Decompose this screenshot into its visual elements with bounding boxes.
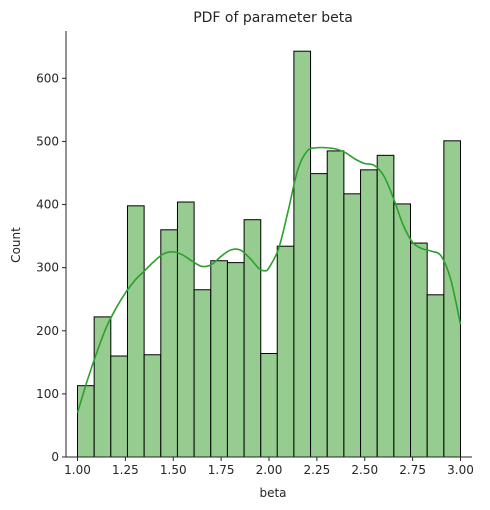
histogram-bar-16 — [343, 193, 362, 458]
y-tick-label-0: 0 — [51, 450, 59, 464]
histogram-bar-3 — [126, 205, 145, 458]
histogram-bar-14 — [310, 173, 328, 458]
histogram-bar-4 — [143, 354, 162, 458]
histogram-bar-7 — [193, 289, 212, 458]
x-tick-label-7: 2.75 — [399, 463, 426, 477]
y-axis-label: Count — [9, 227, 23, 263]
kde-line — [76, 146, 462, 414]
x-tick-label-1: 1.25 — [112, 463, 139, 477]
x-axis-label: beta — [259, 486, 286, 500]
histogram-bar-6 — [176, 201, 195, 458]
x-tick-label-0: 1.00 — [64, 463, 91, 477]
histogram-bar-22 — [443, 140, 462, 458]
y-tick-label-1: 100 — [36, 387, 59, 401]
y-tick-label-2: 200 — [36, 324, 59, 338]
x-tick-label-6: 2.50 — [351, 463, 378, 477]
histogram-bar-21 — [426, 294, 445, 458]
y-tick-label-3: 300 — [36, 261, 59, 275]
histogram-bar-12 — [276, 245, 295, 458]
x-tick-label-4: 2.00 — [256, 463, 283, 477]
x-tick-label-8: 3.00 — [447, 463, 474, 477]
histogram-bar-9 — [226, 262, 245, 458]
histogram-bar-8 — [210, 260, 228, 458]
x-tick-label-5: 2.25 — [304, 463, 331, 477]
histogram-bar-5 — [160, 229, 178, 458]
x-tick-label-2: 1.50 — [160, 463, 187, 477]
histogram-bar-0 — [76, 385, 95, 458]
histogram-bar-20 — [410, 242, 428, 458]
histogram-bar-2 — [110, 355, 128, 458]
histogram-bar-13 — [293, 50, 312, 458]
histogram-bar-18 — [376, 154, 395, 458]
x-tick-label-3: 1.75 — [208, 463, 235, 477]
chart-title: PDF of parameter beta — [193, 10, 353, 26]
y-tick-label-5: 500 — [36, 134, 59, 148]
bars-group — [76, 50, 462, 458]
y-ticks-group: 0 100 200 300 400 500 600 — [36, 71, 66, 464]
y-tick-label-4: 400 — [36, 198, 59, 212]
histogram-bar-15 — [326, 150, 345, 458]
histogram-bar-11 — [260, 352, 278, 458]
x-ticks-group: 1.00 1.25 1.50 1.75 2.00 2.25 2.50 2.75 3.00 — [64, 457, 474, 477]
histogram-bar-19 — [393, 203, 412, 458]
y-tick-label-6: 600 — [36, 71, 59, 85]
histogram-bar-17 — [360, 169, 378, 458]
